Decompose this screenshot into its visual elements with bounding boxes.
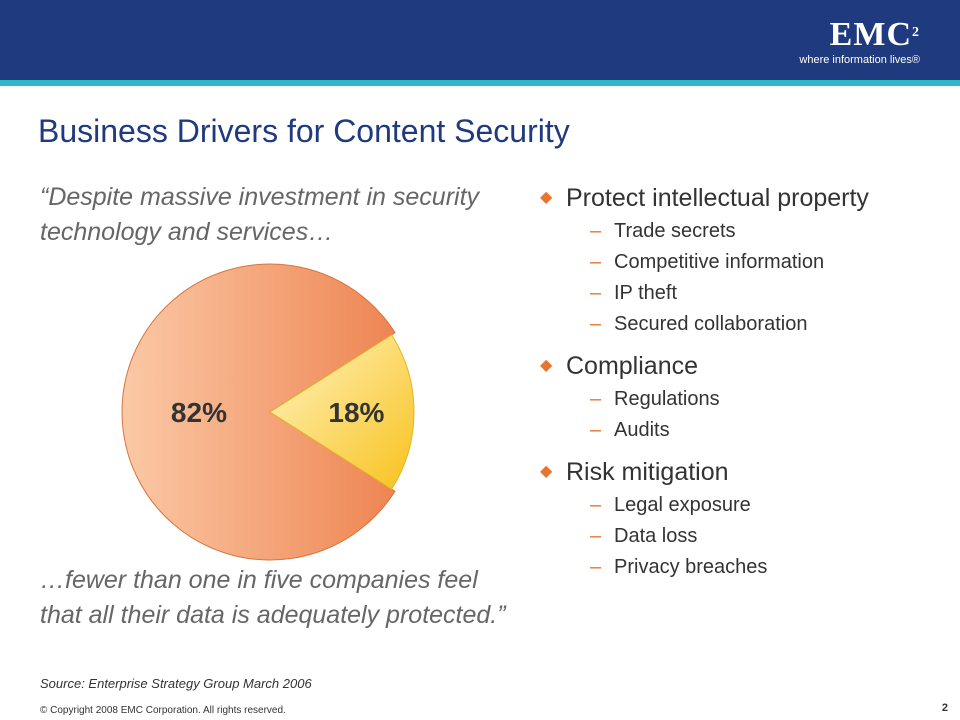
bullet-marker-icon: ◆ <box>540 463 553 480</box>
quote-top: “Despite massive investment in security … <box>40 183 480 246</box>
bullet-group-risk: ◆ Risk mitigation – Legal exposure – Data l… <box>540 454 940 583</box>
bullet-marker-icon: ◆ <box>540 357 553 374</box>
copyright-notice: © Copyright 2008 EMC Corporation. All ri… <box>40 705 286 716</box>
sub-bullet-text: Secured collaboration <box>614 313 808 335</box>
sub-bullet-item: – IP theft <box>590 278 940 309</box>
sub-bullet-text: IP theft <box>614 282 678 304</box>
dash-marker-icon: – <box>590 220 602 242</box>
sub-bullet-text: Audits <box>614 419 670 441</box>
logo-superscript: 2 <box>912 25 920 40</box>
slide-title: Business Drivers for Content Security <box>38 113 570 149</box>
sub-bullet-item: – Secured collaboration <box>590 309 940 340</box>
sub-bullet-text: Regulations <box>614 388 720 410</box>
pie-label-82: 82% <box>171 397 227 428</box>
sub-bullet-item: – Trade secrets <box>590 216 940 247</box>
dash-marker-icon: – <box>590 251 602 273</box>
sub-bullet-text: Legal exposure <box>614 494 751 516</box>
emc-logo: EMC2 where information lives® <box>799 16 920 67</box>
dash-marker-icon: – <box>590 313 602 335</box>
header-stripe <box>0 80 960 86</box>
bullet-item: ◆ Compliance <box>540 348 940 384</box>
dash-marker-icon: – <box>590 556 602 578</box>
sub-bullet-item: – Audits <box>590 415 940 446</box>
dash-marker-icon: – <box>590 419 602 441</box>
sub-bullet-item: – Competitive information <box>590 247 940 278</box>
bullet-text: Compliance <box>566 352 699 380</box>
sub-bullet-item: – Privacy breaches <box>590 552 940 583</box>
header-bar: EMC2 where information lives® <box>0 0 960 80</box>
dash-marker-icon: – <box>590 525 602 547</box>
sub-bullet-text: Competitive information <box>614 251 825 273</box>
sub-bullet-text: Trade secrets <box>614 220 736 242</box>
bullet-group-compliance: ◆ Compliance – Regulations – Audits <box>540 348 940 446</box>
source-citation: Source: Enterprise Strategy Group March … <box>40 676 312 691</box>
pie-slice-82 <box>121 263 396 561</box>
pie-slice-18 <box>269 334 415 490</box>
pie-label-18: 18% <box>328 397 384 428</box>
dash-marker-icon: – <box>590 494 602 516</box>
bullet-group-ip: ◆ Protect intellectual property – Trade se… <box>540 180 940 340</box>
bullet-item: ◆ Risk mitigation <box>540 454 940 490</box>
logo-text: EMC <box>829 16 912 53</box>
quote-bottom: …fewer than one in five companies feel t… <box>40 566 506 629</box>
sub-bullet-text: Data loss <box>614 525 698 547</box>
bullet-text: Protect intellectual property <box>566 184 869 212</box>
sub-bullet-text: Privacy breaches <box>614 556 768 578</box>
pie-chart: 82% 18% <box>121 263 415 561</box>
page-number: 2 <box>941 702 948 714</box>
dash-marker-icon: – <box>590 282 602 304</box>
sub-bullet-item: – Legal exposure <box>590 490 940 521</box>
bullet-item: ◆ Protect intellectual property <box>540 180 940 216</box>
logo-tagline: where information lives® <box>799 54 920 66</box>
bullet-text: Risk mitigation <box>566 458 729 486</box>
bullet-marker-icon: ◆ <box>540 189 553 206</box>
sub-bullet-item: – Regulations <box>590 384 940 415</box>
bullet-list: ◆ Protect intellectual property – Trade se… <box>540 180 940 591</box>
sub-bullet-item: – Data loss <box>590 521 940 552</box>
dash-marker-icon: – <box>590 388 602 410</box>
